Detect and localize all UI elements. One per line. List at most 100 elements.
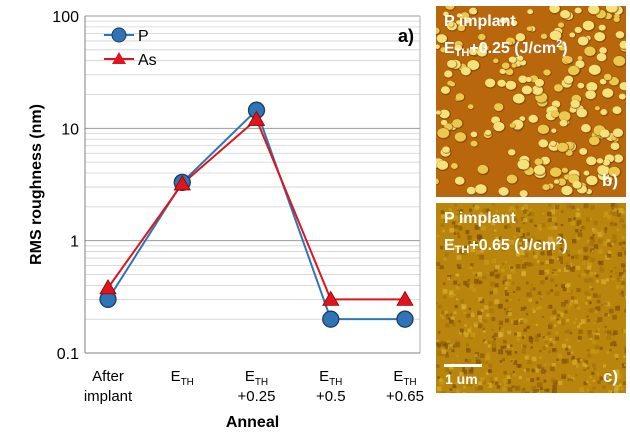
x-tick-label: ETH bbox=[245, 368, 268, 388]
texture-speck bbox=[617, 252, 623, 257]
texture-speck bbox=[450, 313, 453, 316]
x-tick-label: ETH bbox=[319, 368, 342, 388]
grain bbox=[470, 131, 478, 138]
texture-speck bbox=[506, 375, 511, 380]
texture-speck bbox=[438, 266, 441, 269]
texture-speck bbox=[462, 367, 466, 370]
texture-speck bbox=[495, 236, 500, 241]
grain bbox=[540, 33, 548, 40]
grain bbox=[586, 175, 598, 186]
texture-speck bbox=[526, 354, 530, 358]
texture-speck bbox=[467, 359, 472, 363]
texture-speck bbox=[459, 249, 464, 255]
grain bbox=[612, 128, 624, 138]
texture-speck bbox=[458, 226, 463, 231]
texture-speck bbox=[467, 279, 471, 282]
texture-speck bbox=[515, 205, 519, 209]
texture-speck bbox=[579, 387, 585, 393]
texture-speck bbox=[509, 205, 514, 211]
texture-speck bbox=[596, 299, 601, 304]
texture-speck bbox=[463, 311, 466, 314]
grain bbox=[553, 84, 563, 92]
texture-speck bbox=[462, 369, 467, 375]
texture-speck bbox=[624, 250, 626, 256]
texture-speck bbox=[445, 373, 449, 377]
texture-speck bbox=[581, 260, 586, 265]
texture-speck bbox=[494, 299, 500, 305]
texture-speck bbox=[440, 352, 445, 357]
grain bbox=[499, 17, 508, 24]
texture-speck bbox=[503, 308, 507, 311]
texture-speck bbox=[544, 389, 547, 392]
texture-speck bbox=[583, 246, 589, 252]
texture-speck bbox=[581, 272, 586, 277]
texture-speck bbox=[498, 349, 504, 355]
texture-speck bbox=[487, 384, 490, 387]
texture-speck bbox=[522, 253, 526, 256]
texture-speck bbox=[538, 224, 542, 228]
texture-speck bbox=[566, 283, 571, 287]
texture-speck bbox=[512, 370, 515, 374]
texture-speck bbox=[615, 373, 620, 378]
texture-speck bbox=[571, 355, 575, 359]
texture-speck bbox=[456, 354, 459, 358]
texture-speck bbox=[614, 343, 617, 347]
texture-speck bbox=[586, 366, 589, 370]
texture-speck bbox=[618, 241, 623, 246]
texture-speck bbox=[586, 389, 590, 392]
texture-speck bbox=[506, 350, 512, 356]
texture-speck bbox=[588, 308, 593, 313]
texture-speck bbox=[612, 314, 617, 320]
grain bbox=[613, 16, 620, 23]
texture-speck bbox=[582, 362, 587, 367]
texture-speck bbox=[521, 390, 525, 393]
texture-speck bbox=[457, 283, 461, 287]
texture-speck bbox=[536, 377, 540, 381]
texture-speck bbox=[528, 208, 532, 212]
texture-speck bbox=[477, 324, 482, 329]
texture-speck bbox=[534, 251, 539, 256]
texture-speck bbox=[523, 222, 526, 225]
texture-speck bbox=[553, 225, 558, 230]
grain bbox=[508, 56, 517, 63]
texture-speck bbox=[523, 335, 526, 338]
texture-speck bbox=[466, 343, 469, 347]
grain bbox=[475, 184, 487, 194]
texture-speck bbox=[587, 329, 592, 334]
texture-speck bbox=[469, 284, 474, 289]
texture-speck bbox=[448, 371, 452, 375]
texture-speck bbox=[521, 349, 526, 354]
texture-speck bbox=[504, 225, 507, 228]
grain bbox=[436, 110, 441, 115]
texture-speck bbox=[523, 328, 527, 332]
texture-speck bbox=[486, 352, 490, 356]
texture-speck bbox=[451, 316, 455, 320]
texture-speck bbox=[622, 241, 626, 245]
grain bbox=[470, 140, 478, 147]
texture-speck bbox=[552, 238, 558, 244]
texture-speck bbox=[535, 301, 539, 305]
texture-speck bbox=[556, 358, 559, 361]
texture-speck bbox=[576, 306, 581, 310]
texture-speck bbox=[596, 372, 599, 376]
texture-speck bbox=[557, 314, 561, 318]
texture-speck bbox=[547, 211, 552, 217]
texture-speck bbox=[622, 224, 626, 229]
texture-speck bbox=[539, 356, 543, 360]
texture-speck bbox=[607, 241, 612, 247]
texture-speck bbox=[564, 310, 568, 314]
texture-speck bbox=[523, 252, 529, 258]
texture-speck bbox=[437, 386, 442, 391]
texture-speck bbox=[592, 379, 596, 382]
texture-speck bbox=[470, 247, 476, 253]
texture-speck bbox=[536, 307, 539, 310]
texture-speck bbox=[502, 263, 505, 266]
texture-speck bbox=[590, 349, 596, 355]
texture-speck bbox=[620, 290, 624, 294]
texture-speck bbox=[540, 251, 545, 256]
texture-speck bbox=[445, 342, 451, 348]
texture-speck bbox=[526, 377, 530, 382]
texture-speck bbox=[622, 381, 626, 385]
texture-speck bbox=[465, 282, 470, 287]
afm-b-title: P implant bbox=[444, 13, 516, 30]
